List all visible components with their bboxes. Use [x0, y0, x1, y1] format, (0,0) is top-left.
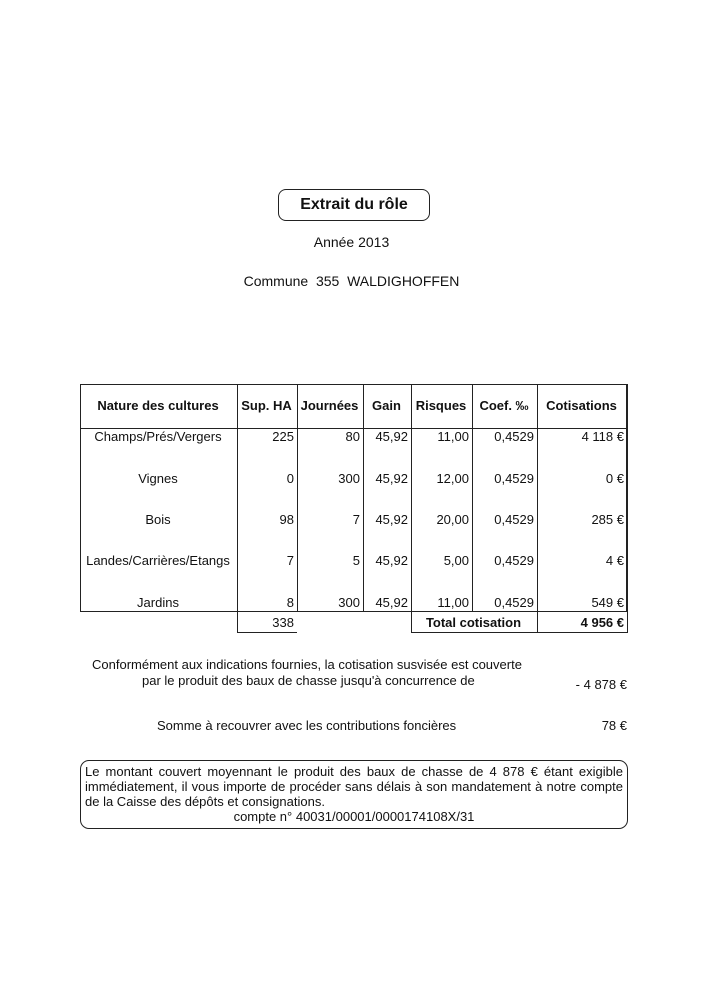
- column-divider: [363, 384, 364, 612]
- cell-gain: 45,92: [375, 512, 408, 527]
- payment-note-text: Le montant couvert moyennant le produit …: [85, 764, 623, 809]
- column-divider: [237, 384, 238, 632]
- column-divider: [297, 384, 298, 612]
- total-label: Total cotisation: [425, 615, 522, 630]
- column-divider: [627, 384, 628, 632]
- column-divider: [472, 384, 473, 612]
- header-risques: Risques: [415, 398, 467, 413]
- cell-culture: Vignes: [138, 471, 178, 486]
- header-journees: Journées: [300, 398, 359, 413]
- cell-sup-ha: 7: [286, 553, 294, 568]
- cell-cotisation: 4 €: [605, 553, 624, 568]
- cell-coef: 0,4529: [494, 595, 534, 610]
- year-line: Année 2013: [313, 234, 390, 250]
- header-gain: Gain: [372, 398, 401, 413]
- header-culture: Nature des cultures: [97, 398, 219, 413]
- cell-coef: 0,4529: [494, 471, 534, 486]
- total-bottom: [411, 632, 628, 633]
- account-number: compte n° 40031/00001/0000174108X/31: [233, 809, 475, 824]
- cell-journees: 300: [338, 471, 360, 486]
- column-divider: [537, 384, 538, 632]
- recover-amount: 78 €: [601, 718, 627, 733]
- cell-sup-ha: 225: [272, 429, 294, 444]
- cell-risques: 12,00: [436, 471, 469, 486]
- cell-gain: 45,92: [375, 429, 408, 444]
- total-sup-bottom: [237, 632, 297, 633]
- cell-risques: 11,00: [437, 429, 469, 444]
- cell-coef: 0,4529: [494, 553, 534, 568]
- cell-culture: Jardins: [137, 595, 179, 610]
- header-coef: Coef. ‰: [479, 398, 529, 413]
- recover-label: Somme à recouvrer avec les contributions…: [157, 718, 457, 733]
- cell-cotisation: 4 118 €: [581, 429, 624, 444]
- cell-gain: 45,92: [375, 553, 408, 568]
- cell-risques: 11,00: [437, 595, 469, 610]
- cell-journees: 5: [352, 553, 360, 568]
- cell-journees: 80: [345, 429, 360, 444]
- cell-journees: 7: [352, 512, 360, 527]
- payment-note-box: Le montant couvert moyennant le produit …: [80, 760, 628, 829]
- header-divider: [80, 428, 627, 429]
- cell-journees: 300: [338, 595, 360, 610]
- commune-line: Commune 355 WALDIGHOFFEN: [243, 273, 460, 289]
- document-title: Extrait du rôle: [278, 189, 430, 221]
- coverage-amount: - 4 878 €: [575, 677, 627, 692]
- cell-coef: 0,4529: [494, 512, 534, 527]
- coverage-line-1: Conformément aux indications fournies, l…: [92, 657, 522, 672]
- cell-risques: 5,00: [443, 553, 469, 568]
- cell-culture: Bois: [145, 512, 171, 527]
- cell-cotisation: 285 €: [591, 512, 624, 527]
- total-sup-ha: 338: [272, 615, 294, 630]
- total-value: 4 956 €: [580, 615, 624, 630]
- header-sup-ha: Sup. HA: [241, 398, 292, 413]
- cell-cotisation: 0 €: [605, 471, 624, 486]
- coverage-line-2: par le produit des baux de chasse jusqu'…: [142, 673, 475, 688]
- cell-cotisation: 549 €: [591, 595, 624, 610]
- cell-gain: 45,92: [375, 471, 408, 486]
- header-cotisation: Cotisations: [546, 398, 617, 413]
- contributions-table: [80, 384, 627, 612]
- cell-gain: 45,92: [375, 595, 408, 610]
- cell-culture: Landes/Carrières/Etangs: [86, 553, 230, 568]
- cell-sup-ha: 0: [286, 471, 294, 486]
- cell-sup-ha: 98: [279, 512, 294, 527]
- cell-risques: 20,00: [436, 512, 469, 527]
- column-divider: [411, 384, 412, 632]
- cell-sup-ha: 8: [286, 595, 294, 610]
- cell-culture: Champs/Prés/Vergers: [94, 429, 222, 444]
- cell-coef: 0,4529: [494, 429, 534, 444]
